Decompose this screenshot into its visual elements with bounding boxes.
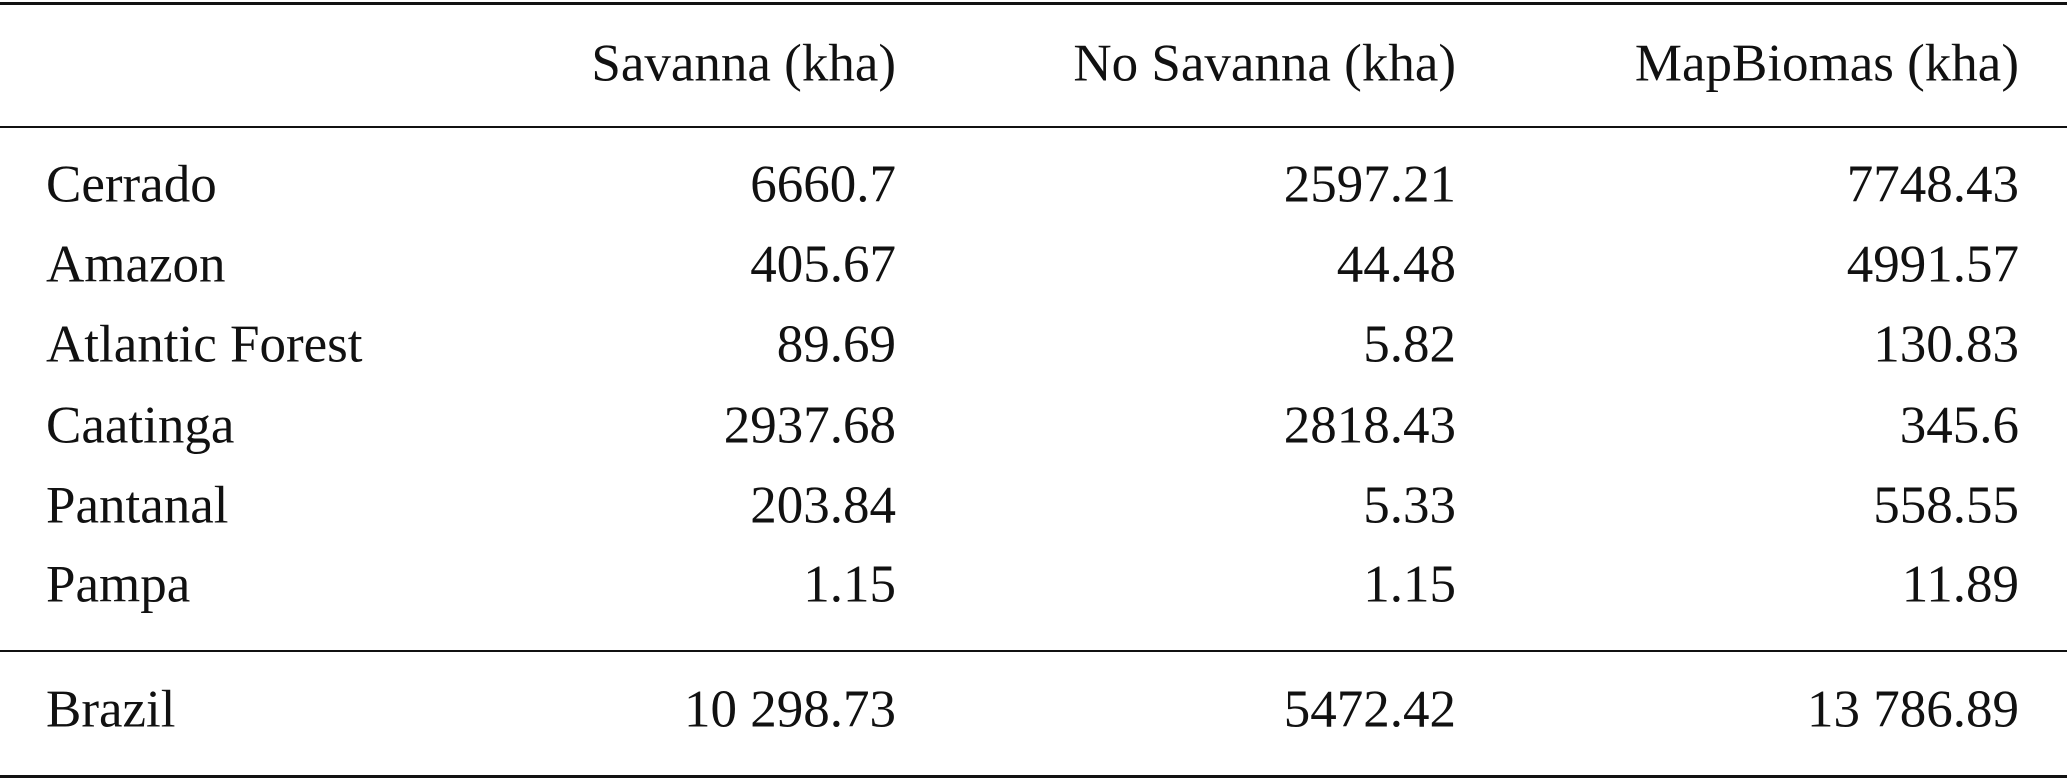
cell-value: 7748.43 xyxy=(1846,155,2019,214)
header-rule xyxy=(0,126,2067,128)
row-label: Caatinga xyxy=(46,396,235,455)
cell-value: 11.89 xyxy=(1901,555,2019,614)
total-value: 5472.42 xyxy=(1283,680,1456,739)
row-label: Atlantic Forest xyxy=(46,315,363,374)
column-header: No Savanna (kha) xyxy=(1073,34,1456,93)
column-header: Savanna (kha) xyxy=(591,34,896,93)
cell-value: 558.55 xyxy=(1873,476,2019,535)
cell-value: 6660.7 xyxy=(750,155,896,214)
column-header: MapBiomas (kha) xyxy=(1634,34,2019,93)
cell-value: 405.67 xyxy=(750,235,896,294)
cell-value: 4991.57 xyxy=(1846,235,2019,294)
total-label: Brazil xyxy=(46,680,176,739)
cell-value: 89.69 xyxy=(776,315,896,374)
row-label: Pampa xyxy=(46,555,191,614)
cell-value: 1.15 xyxy=(803,555,896,614)
cell-value: 2818.43 xyxy=(1283,396,1456,455)
row-label: Cerrado xyxy=(46,155,217,214)
cell-value: 2937.68 xyxy=(723,396,896,455)
row-label: Amazon xyxy=(46,235,226,294)
total-value: 10 298.73 xyxy=(684,680,896,739)
top-rule xyxy=(0,2,2067,5)
cell-value: 130.83 xyxy=(1873,315,2019,374)
cell-value: 203.84 xyxy=(750,476,896,535)
row-label: Pantanal xyxy=(46,476,229,535)
cell-value: 44.48 xyxy=(1336,235,1456,294)
total-value: 13 786.89 xyxy=(1807,680,2019,739)
bottom-rule xyxy=(0,775,2067,778)
cell-value: 5.82 xyxy=(1363,315,1456,374)
cell-value: 5.33 xyxy=(1363,476,1456,535)
cell-value: 345.6 xyxy=(1899,396,2019,455)
total-rule xyxy=(0,650,2067,652)
cell-value: 1.15 xyxy=(1363,555,1456,614)
cell-value: 2597.21 xyxy=(1283,155,1456,214)
